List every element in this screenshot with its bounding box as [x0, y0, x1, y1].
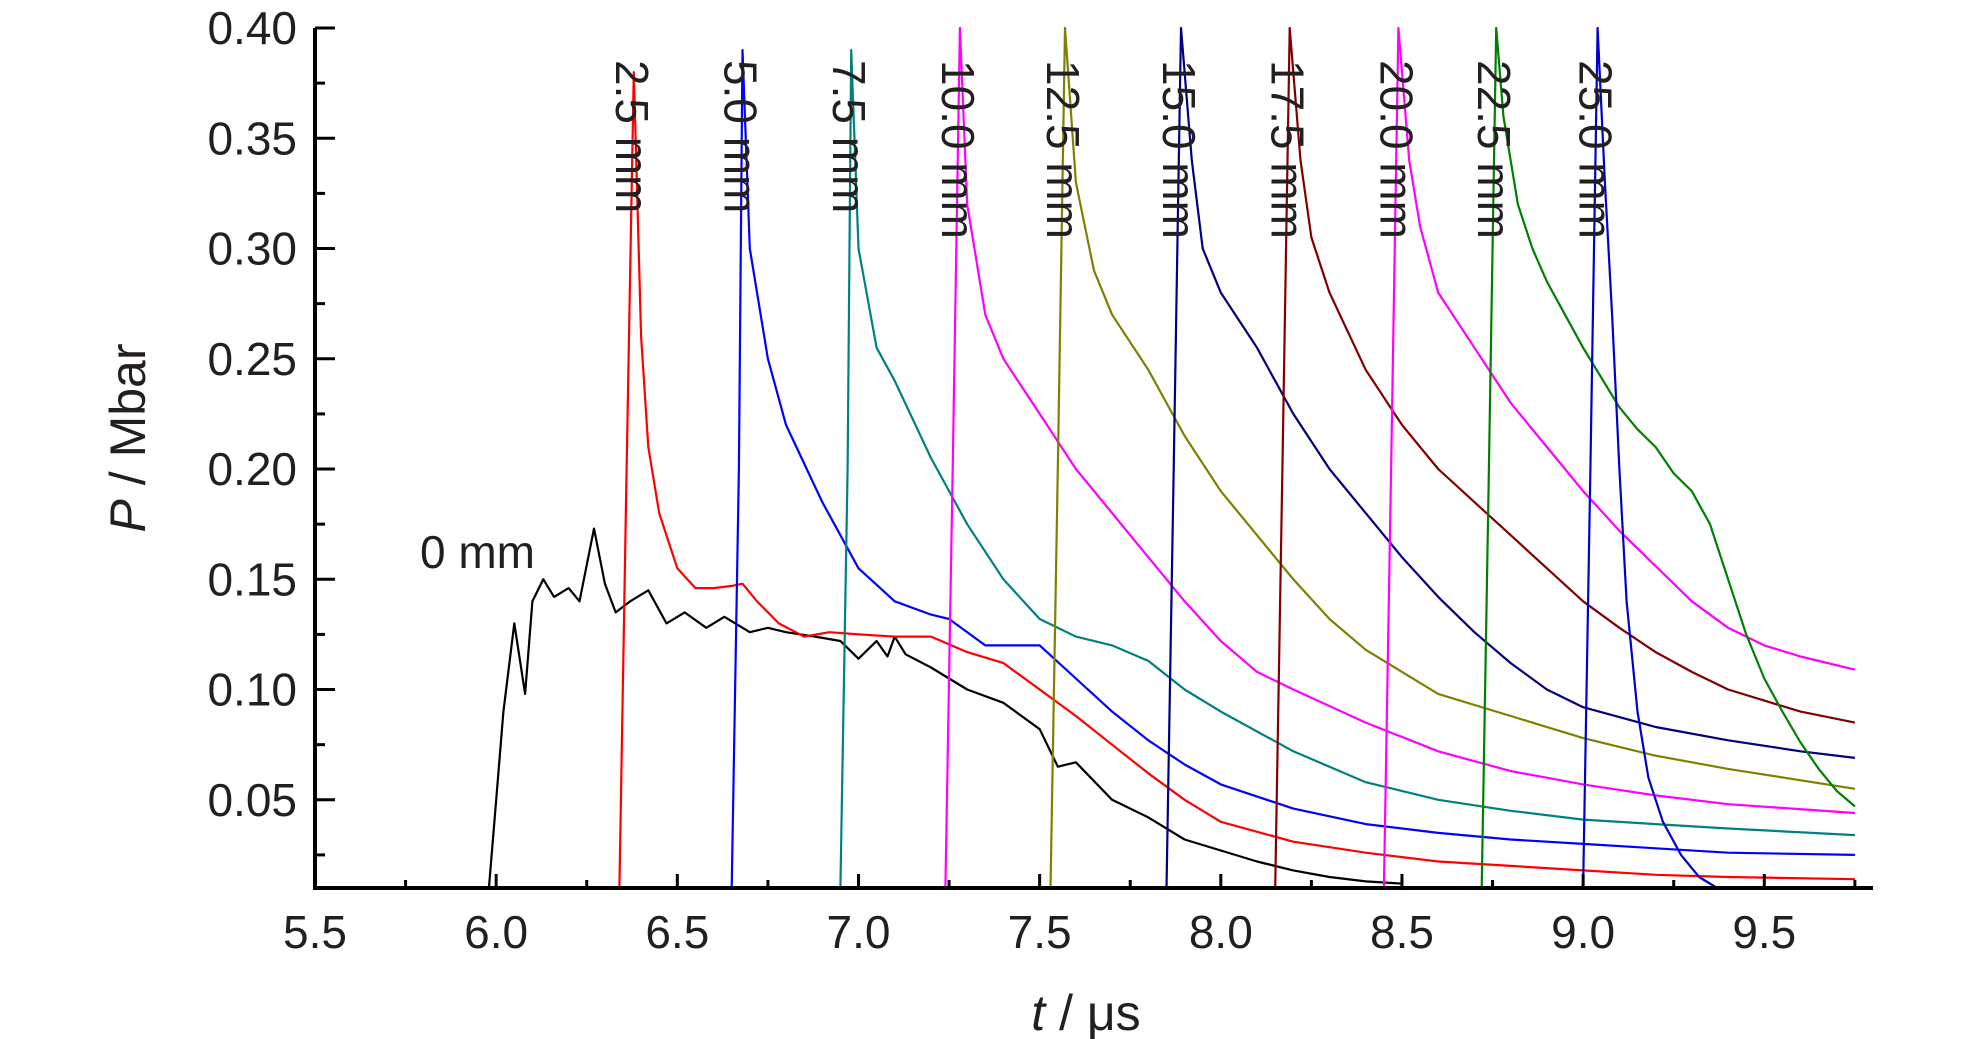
- x-axis-title: t / μs: [1031, 985, 1140, 1039]
- x-tick-label: 7.5: [1008, 906, 1072, 958]
- series-line-15-0-mm: [1165, 26, 1856, 889]
- y-tick-label: 0.10: [207, 664, 297, 716]
- series-label-25-0-mm: 25.0 mm: [1570, 60, 1622, 239]
- x-tick-label: 7.0: [827, 906, 891, 958]
- x-axis-unit: / μs: [1045, 985, 1140, 1039]
- y-tick-label: 0.20: [207, 443, 297, 495]
- x-tick-label: 8.5: [1370, 906, 1434, 958]
- ticks-layer: [313, 26, 1857, 888]
- y-tick-label: 0.35: [207, 112, 297, 164]
- x-tick-label: 6.5: [645, 906, 709, 958]
- series-label-22-5-mm: 22.5 mm: [1468, 60, 1520, 239]
- x-tick-label: 9.5: [1732, 906, 1796, 958]
- series-label-7-5-mm: 7.5 mm: [823, 60, 875, 213]
- y-tick-label: 0.30: [207, 223, 297, 275]
- series-line-25-0-mm: [1582, 26, 1718, 889]
- series-label-10-0-mm: 10.0 mm: [932, 60, 984, 239]
- series-line-5-0-mm: [730, 48, 1855, 889]
- series-label-0-mm: 0 mm: [420, 526, 535, 578]
- series-line-20-0-mm: [1382, 26, 1856, 889]
- y-axis-variable: P: [100, 498, 156, 532]
- y-axis-unit: / Mbar: [100, 344, 156, 500]
- x-tick-label: 6.0: [464, 906, 528, 958]
- x-tick-label: 8.0: [1189, 906, 1253, 958]
- series-label-20-0-mm: 20.0 mm: [1370, 60, 1422, 239]
- axes-layer: [313, 28, 1873, 890]
- series-layer: [487, 26, 1856, 889]
- y-tick-label: 0.40: [207, 2, 297, 54]
- series-line-12-5-mm: [1049, 26, 1856, 889]
- series-line-10-0-mm: [944, 26, 1855, 889]
- series-line-2-5-mm: [618, 70, 1855, 889]
- y-tick-label: 0.05: [207, 774, 297, 826]
- series-label-5-0-mm: 5.0 mm: [715, 60, 767, 213]
- y-tick-label: 0.15: [207, 553, 297, 605]
- series-line-17-5-mm: [1274, 26, 1856, 889]
- y-axis-title: P / Mbar: [100, 344, 156, 533]
- series-label-15-0-mm: 15.0 mm: [1153, 60, 1205, 239]
- x-tick-label: 9.0: [1551, 906, 1615, 958]
- labels-layer: 5.5 6.0 6.5 7.0 7.5 8.0 8.5 9.0 9.5 0.05 0.10 0.15 0…: [207, 2, 1796, 958]
- series-label-17-5-mm: 17.5 mm: [1262, 60, 1314, 239]
- series-line-7-5-mm: [839, 48, 1855, 889]
- series-line-22-5-mm: [1480, 26, 1856, 889]
- series-label-2-5-mm: 2.5 mm: [606, 60, 658, 213]
- x-axis-variable: t: [1031, 985, 1047, 1039]
- series-label-12-5-mm: 12.5 mm: [1037, 60, 1089, 239]
- x-tick-label: 5.5: [283, 906, 347, 958]
- y-tick-label: 0.25: [207, 333, 297, 385]
